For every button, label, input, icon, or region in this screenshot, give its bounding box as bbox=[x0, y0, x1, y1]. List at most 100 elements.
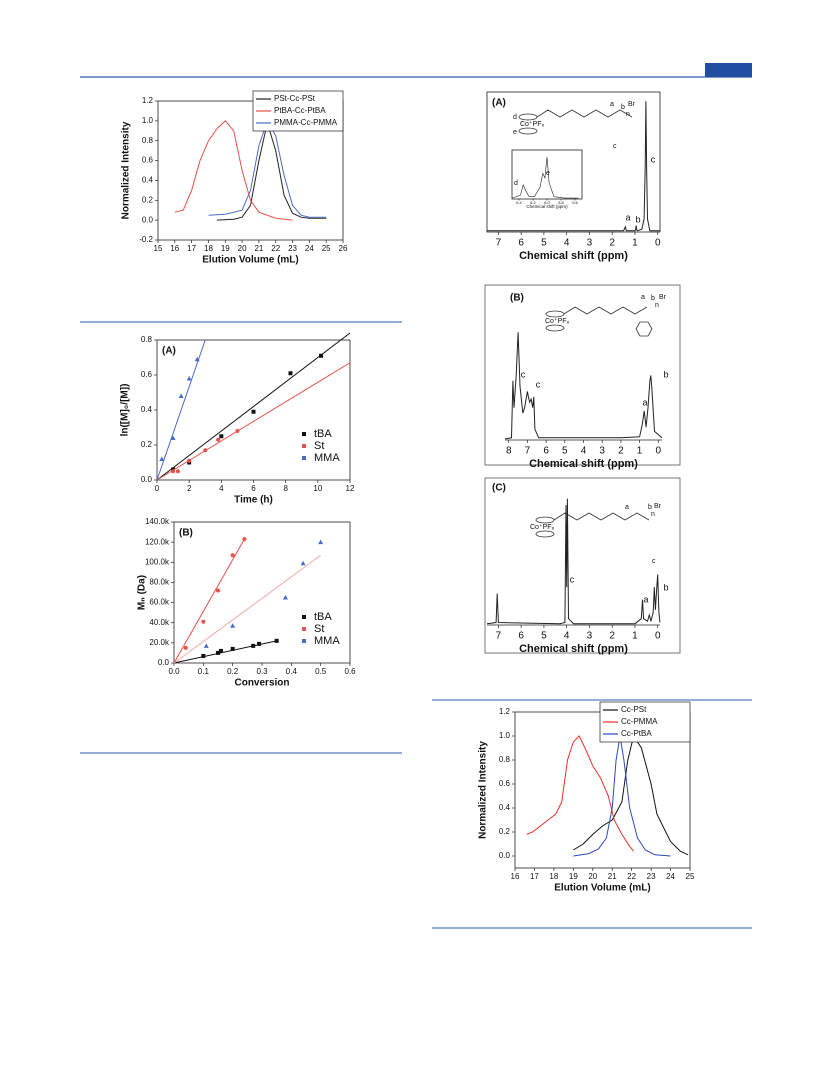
x-tick-label: 16 bbox=[170, 244, 179, 253]
structure-label: Co⁺PF₆ bbox=[545, 317, 570, 325]
y-tick-label: 0.2 bbox=[141, 440, 153, 449]
y-tick-label: 60.0k bbox=[149, 598, 170, 607]
x-tick-label: 0 bbox=[655, 631, 661, 642]
marker bbox=[201, 619, 206, 624]
x-tick-label: 5 bbox=[541, 631, 547, 642]
marker bbox=[219, 434, 224, 439]
legend-label: PSt-Cc-PSt bbox=[274, 94, 316, 103]
x-axis-label: Elution Volume (mL) bbox=[554, 883, 650, 894]
x-tick-label: 26 bbox=[339, 244, 348, 253]
x-tick-label: 6.4 bbox=[516, 200, 522, 205]
x-tick-label: 4 bbox=[581, 446, 587, 457]
x-axis-label: Time (h) bbox=[234, 495, 273, 506]
spectrum-line bbox=[486, 498, 661, 625]
peak-label: b bbox=[663, 582, 668, 592]
spectrum-line bbox=[511, 156, 579, 199]
x-tick-label: 15 bbox=[154, 244, 163, 253]
peak-label: d bbox=[514, 180, 518, 187]
y-tick-label: 0.6 bbox=[499, 779, 511, 788]
x-tick-label: 2 bbox=[187, 484, 192, 493]
peak-label: a bbox=[642, 397, 647, 407]
x-tick-label: 21 bbox=[608, 872, 617, 881]
marker bbox=[218, 648, 223, 653]
structure-label: Co⁺PF₆ bbox=[520, 120, 545, 128]
marker bbox=[300, 560, 306, 566]
structure-label: a bbox=[625, 504, 629, 511]
peak-label: e bbox=[546, 170, 550, 177]
y-tick-label: 0.4 bbox=[142, 176, 154, 185]
marker bbox=[318, 539, 324, 545]
plot-frame bbox=[486, 91, 661, 233]
marker bbox=[187, 458, 192, 463]
spectrum-line bbox=[504, 332, 663, 440]
peak-label: b bbox=[635, 214, 640, 224]
y-tick-label: 0.2 bbox=[499, 827, 511, 836]
panel-title: (A) bbox=[492, 98, 506, 109]
marker bbox=[170, 435, 176, 440]
marker bbox=[251, 409, 256, 414]
x-tick-label: 17 bbox=[187, 244, 196, 253]
peak-label: c bbox=[651, 154, 656, 164]
y-tick-label: 0.6 bbox=[142, 156, 154, 165]
structure-label: c bbox=[613, 143, 617, 150]
marker bbox=[242, 537, 247, 542]
x-tick-label: 6.0 bbox=[544, 200, 550, 205]
spectrum-line bbox=[174, 120, 293, 221]
y-tick-label: 0.4 bbox=[499, 803, 511, 812]
y-tick-label: 120.0k bbox=[145, 537, 170, 546]
x-tick-label: 0.2 bbox=[227, 667, 239, 676]
x-tick-label: 6 bbox=[518, 631, 524, 642]
x-tick-label: 7 bbox=[496, 238, 502, 249]
x-tick-label: 4 bbox=[219, 484, 224, 493]
x-tick-label: 20 bbox=[588, 872, 597, 881]
x-tick-label: 19 bbox=[221, 244, 230, 253]
marker bbox=[216, 437, 221, 442]
legend-label: tBA bbox=[314, 428, 332, 440]
structure-label: e bbox=[513, 129, 517, 136]
x-tick-label: 22 bbox=[271, 244, 280, 253]
structure-label: Co⁺PF₆ bbox=[530, 523, 555, 531]
legend-label: Cc-PSt bbox=[621, 705, 647, 714]
x-tick-label: 2 bbox=[609, 238, 615, 249]
x-tick-label: 24 bbox=[305, 244, 314, 253]
x-tick-label: 0.6 bbox=[344, 667, 356, 676]
legend-label: MMA bbox=[314, 452, 340, 464]
legend-swatch bbox=[302, 615, 306, 619]
legend-swatch bbox=[302, 444, 306, 448]
marker bbox=[183, 645, 188, 650]
structure-label: n bbox=[651, 511, 655, 518]
x-tick-label: 20 bbox=[238, 244, 247, 253]
spectrum-line bbox=[526, 735, 634, 852]
x-tick-label: 5.6 bbox=[572, 200, 578, 205]
legend-label: Cc-PMMA bbox=[621, 717, 658, 726]
x-tick-label: 0 bbox=[655, 238, 661, 249]
fit-line bbox=[173, 538, 245, 664]
x-tick-label: 7 bbox=[496, 631, 502, 642]
x-tick-label: 1 bbox=[632, 631, 638, 642]
x-tick-label: 16 bbox=[511, 872, 520, 881]
spectrum-line bbox=[208, 119, 327, 218]
x-tick-label: 1 bbox=[632, 238, 638, 249]
y-tick-label: 140.0k bbox=[145, 517, 170, 526]
panel-title: (C) bbox=[492, 483, 506, 494]
x-tick-label: 23 bbox=[288, 244, 297, 253]
x-tick-label: 8 bbox=[283, 484, 288, 493]
x-axis-label: Elution Volume (mL) bbox=[202, 255, 298, 266]
y-axis-label: ln([M]₀/[M]) bbox=[120, 384, 131, 437]
structure-label: n bbox=[626, 111, 630, 118]
fit-line bbox=[156, 339, 206, 481]
spectrum-line bbox=[216, 120, 327, 221]
y-tick-label: 1.0 bbox=[142, 116, 154, 125]
marker bbox=[171, 469, 176, 474]
y-tick-label: 0.8 bbox=[142, 136, 154, 145]
panel-title: (B) bbox=[510, 293, 524, 304]
structure-label: d bbox=[513, 114, 517, 121]
x-tick-label: 10 bbox=[313, 484, 322, 493]
x-tick-label: 6 bbox=[251, 484, 256, 493]
legend-swatch bbox=[302, 627, 306, 631]
header-tab bbox=[705, 63, 752, 77]
plot-frame bbox=[157, 100, 344, 241]
x-tick-label: 1 bbox=[637, 446, 643, 457]
structure-label: a bbox=[641, 294, 645, 301]
x-tick-label: 2 bbox=[609, 631, 615, 642]
